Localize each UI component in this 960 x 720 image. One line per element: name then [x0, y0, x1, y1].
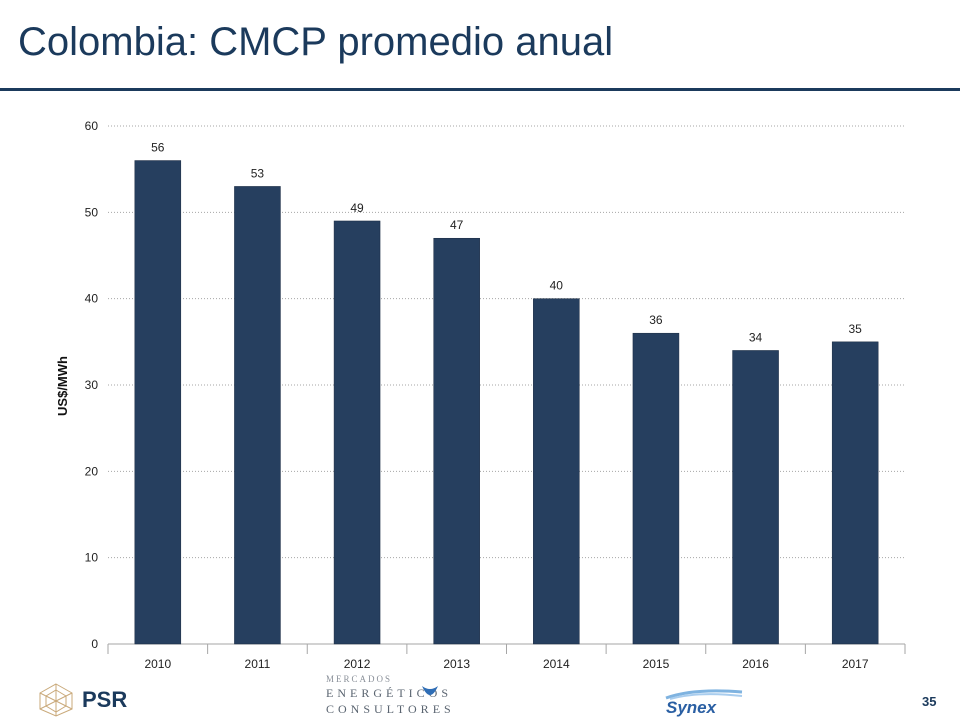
x-tick-label: 2015	[643, 657, 670, 671]
x-tick-label: 2017	[842, 657, 869, 671]
bar	[533, 298, 580, 645]
y-tick-label: 30	[85, 378, 99, 392]
mec-drop-icon	[422, 686, 438, 695]
bar	[831, 341, 879, 645]
synex-wave-icon	[665, 689, 743, 700]
y-tick-label: 10	[85, 551, 99, 565]
mec-line-1: MERCADOS	[326, 674, 393, 684]
bar	[433, 237, 480, 645]
x-tick-label: 2012	[344, 657, 371, 671]
data-label: 36	[649, 313, 663, 327]
data-label: 56	[151, 141, 165, 155]
data-label: 53	[251, 166, 265, 180]
synex-label: Synex	[666, 698, 717, 717]
psr-logo: PSR	[36, 682, 127, 718]
mec-line-2: ENERGÉTICOS	[326, 686, 452, 700]
bar	[134, 160, 182, 645]
y-tick-label: 60	[85, 119, 99, 133]
x-tick-label: 2014	[543, 657, 570, 671]
psr-label: PSR	[82, 687, 128, 712]
data-label: 49	[350, 201, 364, 215]
bar	[333, 220, 381, 645]
bar	[732, 350, 779, 645]
y-tick-label: 50	[85, 205, 99, 219]
y-tick-label: 20	[85, 464, 99, 478]
x-tick-label: 2013	[443, 657, 470, 671]
bar	[632, 332, 680, 645]
x-tick-label: 2016	[742, 657, 769, 671]
y-tick-label: 40	[85, 292, 99, 306]
psr-hexagon-icon	[39, 683, 73, 717]
y-axis-label: US$/MWh	[55, 356, 70, 416]
slide-title: Colombia: CMCP promedio anual	[18, 20, 614, 64]
data-label: 34	[749, 330, 763, 344]
data-label: 35	[849, 322, 863, 336]
x-tick-label: 2011	[245, 657, 271, 671]
synex-logo: Synex	[664, 686, 744, 720]
mec-line-3: CONSULTORES	[326, 702, 455, 716]
x-tick-label: 2010	[144, 657, 171, 671]
bar	[234, 186, 281, 645]
title-divider	[0, 88, 960, 91]
y-tick-label: 0	[91, 637, 98, 651]
data-label: 40	[550, 279, 564, 293]
page-number: 35	[922, 694, 937, 709]
data-label: 47	[450, 218, 464, 232]
mercados-energeticos-logo: MERCADOS ENERGÉTICOS CONSULTORES	[320, 674, 460, 718]
bar-chart: 0 10 20 30 40 50 60 56 2010 53 2011 49 2012 47 2013 40 2…	[55, 119, 906, 671]
